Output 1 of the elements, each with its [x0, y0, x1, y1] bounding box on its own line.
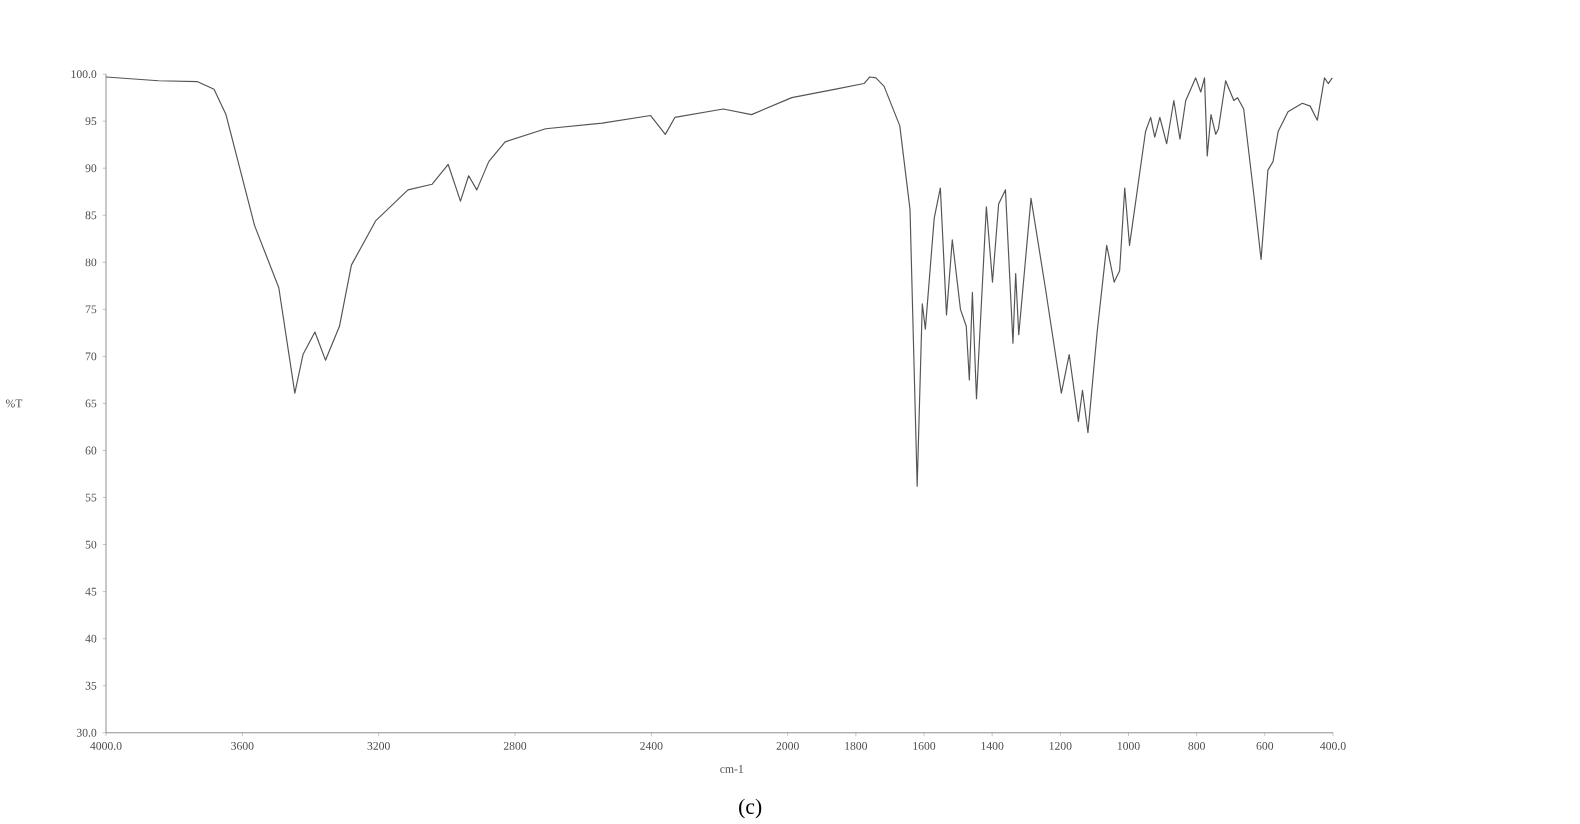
text: (c) [739, 798, 762, 819]
